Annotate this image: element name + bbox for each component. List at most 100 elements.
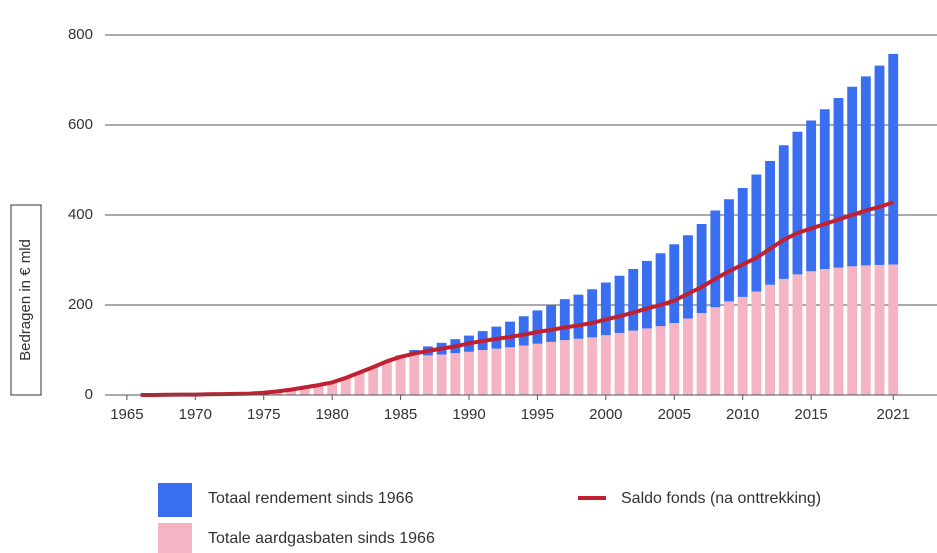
- bar-segment: [806, 120, 817, 272]
- bar-segment: [532, 310, 543, 344]
- x-tick-label: 1980: [315, 406, 348, 423]
- bar-segment: [423, 355, 433, 395]
- bar-segment: [860, 76, 871, 266]
- bar-segment: [683, 235, 693, 319]
- bar-segment: [381, 361, 392, 395]
- legend-label: Totale aardgasbaten sinds 1966: [208, 530, 435, 547]
- bar-segment: [518, 316, 529, 346]
- bar-segment: [874, 264, 885, 395]
- bar-segment: [778, 145, 789, 279]
- legend-label: Totaal rendement sinds 1966: [208, 490, 414, 507]
- bar-segment: [819, 269, 830, 395]
- bar-segment: [833, 98, 844, 268]
- bar-segment: [409, 354, 420, 395]
- bar-segment: [614, 275, 625, 333]
- bar-segment: [559, 299, 570, 341]
- bar-segment: [819, 109, 830, 269]
- bar-segment: [737, 188, 748, 297]
- bar-segment: [724, 301, 734, 395]
- bar-segment: [313, 385, 324, 395]
- bar-segment: [299, 387, 310, 395]
- bar-segment: [573, 294, 584, 339]
- bar-segment: [765, 161, 775, 285]
- bar-segment: [628, 269, 639, 331]
- bar-segment: [669, 244, 680, 323]
- bar-segment: [710, 307, 721, 395]
- bar-segment: [792, 274, 803, 395]
- bar-segment: [724, 199, 734, 302]
- x-tick-label: 2010: [726, 406, 759, 423]
- x-tick-label: 1975: [247, 406, 280, 423]
- bar-segment: [874, 65, 885, 265]
- bar-segment: [751, 174, 762, 292]
- bar-segment: [464, 351, 474, 395]
- bar-segment: [847, 266, 858, 395]
- bar-segment: [505, 347, 515, 395]
- legend-swatch: [158, 483, 192, 517]
- bar-segment: [354, 372, 365, 395]
- bar-segment: [368, 367, 379, 395]
- bar-segment: [628, 330, 639, 395]
- x-tick-label: 2000: [589, 406, 622, 423]
- x-tick-label: 2005: [658, 406, 691, 423]
- x-tick-label: 2021: [877, 406, 910, 423]
- bar-segment: [778, 278, 789, 395]
- bar-segment: [751, 291, 762, 395]
- legend: Totaal rendement sinds 1966 Totale aardga…: [158, 483, 821, 553]
- bar-segment: [792, 131, 803, 275]
- bar-segment: [737, 296, 748, 395]
- x-tick-label: 1970: [179, 406, 212, 423]
- bar-segment: [696, 313, 707, 395]
- line-series: [140, 200, 894, 397]
- bar-segment: [710, 210, 721, 308]
- bar-segment: [696, 224, 707, 314]
- bar-segment: [340, 377, 351, 395]
- bar-segment: [587, 337, 598, 395]
- bar-segment: [573, 338, 584, 395]
- bar-segment: [546, 305, 557, 342]
- bar-segment: [559, 340, 570, 395]
- y-tick-label: 800: [68, 26, 93, 43]
- bar-segment: [477, 350, 488, 395]
- bar-segment: [286, 389, 297, 395]
- bar-segment: [888, 264, 899, 395]
- bar-segment: [888, 53, 899, 265]
- y-tick-label: 400: [68, 206, 93, 223]
- y-tick-label: 0: [85, 386, 93, 403]
- bar-segment: [436, 354, 447, 395]
- bar-segment: [655, 326, 666, 395]
- bar-segment: [546, 341, 557, 395]
- bar-segment: [806, 271, 817, 395]
- bar-segment: [600, 335, 611, 395]
- bar-segment: [505, 321, 515, 348]
- y-tick-label: 600: [68, 116, 93, 133]
- x-tick-label: 1965: [110, 406, 143, 423]
- bar-segment: [641, 328, 652, 395]
- y-label-box: [10, 204, 42, 396]
- bar-segment: [641, 260, 652, 329]
- bar-segment: [765, 284, 775, 395]
- y-axis-label: Bedragen in € mld: [17, 239, 34, 361]
- bar-segment: [518, 345, 529, 395]
- bar-segment: [450, 353, 461, 395]
- bar-segment: [600, 282, 611, 336]
- bar-segment: [395, 356, 406, 395]
- x-tick-label: 1990: [452, 406, 485, 423]
- bar-segment: [683, 318, 693, 395]
- x-tick-label: 1985: [384, 406, 417, 423]
- bar-segment: [614, 332, 625, 395]
- legend-label: Saldo fonds (na onttrekking): [621, 490, 821, 507]
- bar-segment: [669, 323, 680, 395]
- bar-segment: [833, 267, 844, 395]
- bar-segment: [655, 253, 666, 327]
- bar-segment: [587, 289, 598, 338]
- bar-segment: [532, 343, 543, 395]
- x-tick-label: 1995: [521, 406, 554, 423]
- bar-segment: [491, 348, 502, 395]
- x-tick-label: 2015: [794, 406, 827, 423]
- legend-swatch: [158, 523, 192, 553]
- bar-segment: [860, 265, 871, 395]
- bar-segment: [327, 381, 338, 395]
- y-tick-label: 200: [68, 296, 93, 313]
